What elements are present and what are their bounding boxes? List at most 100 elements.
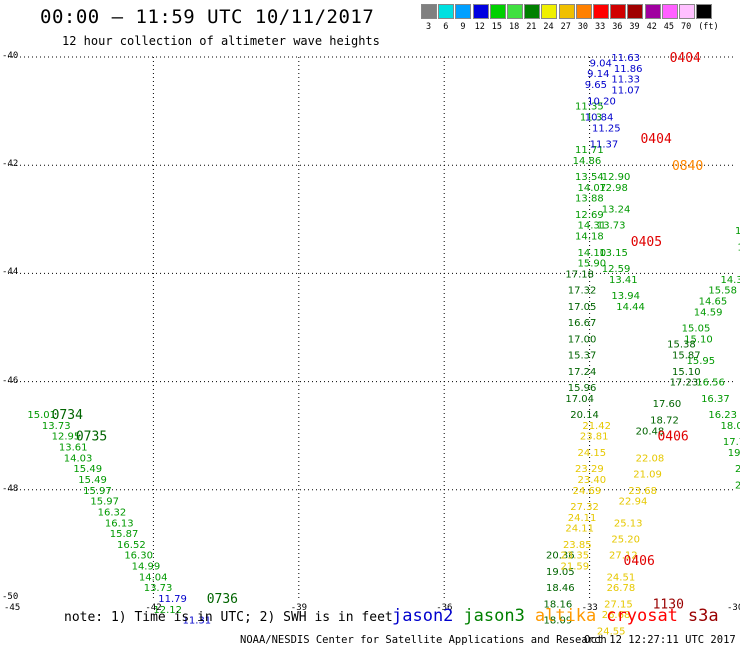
pass-time-label: 0406: [624, 554, 655, 569]
swh-value-label: 18.46: [546, 583, 575, 594]
swh-color-swatch: [696, 4, 713, 19]
swh-value-label: 12.98: [599, 183, 628, 194]
pass-time-label: 0735: [76, 430, 107, 445]
swh-value-label: 24.51: [607, 572, 636, 583]
swh-value-label: 26.78: [607, 583, 636, 594]
swh-value-label: 13.94: [611, 291, 640, 302]
swh-value-label: 18.09: [544, 616, 573, 627]
swh-legend-label: 6: [443, 22, 449, 32]
swh-value-label: 14.86: [573, 156, 602, 167]
swh-legend-label: 9: [460, 22, 466, 32]
swh-legend-label: (ft): [698, 22, 719, 32]
swh-value-label: 10.84: [585, 113, 614, 124]
pass-time-label: 0840: [672, 159, 703, 174]
lat-tick-label: -46: [2, 375, 19, 386]
swh-value-label: 9.65: [585, 80, 607, 91]
swh-value-label: 15.90: [577, 259, 606, 270]
swh-value-label: 27.32: [570, 502, 599, 513]
lat-tick-label: -44: [2, 267, 19, 278]
swh-value-label: 17.60: [653, 399, 682, 410]
swh-value-label: 11.33: [611, 75, 640, 86]
swh-color-swatch: [541, 4, 558, 19]
swh-value-label: 24.55: [597, 626, 626, 637]
swh-value-label: 17.23: [670, 378, 699, 389]
swh-legend-label: 24: [543, 22, 554, 32]
swh-value-label: 11.35: [575, 102, 604, 113]
swh-value-label: 15.0: [737, 242, 740, 253]
swh-value-label: 23.29: [575, 464, 604, 475]
satellite-legend: jason2 jason3 altika cryosat s3a: [392, 606, 729, 626]
swh-value-label: 25.20: [611, 534, 640, 545]
pass-time-label: 0734: [52, 408, 83, 423]
swh-value-label: 15.49: [78, 475, 107, 486]
swh-value-label: 26.68: [602, 610, 631, 621]
swh-color-swatch: [661, 4, 678, 19]
swh-value-label: 17.32: [568, 286, 597, 297]
swh-value-label: 15.0: [735, 226, 740, 237]
swh-value-label: 13.61: [59, 443, 88, 454]
swh-value-label: 9.04: [590, 58, 612, 69]
swh-color-swatch: [627, 4, 644, 19]
lon-tick-label: -36: [436, 603, 453, 613]
satellite-legend-item: cryosat: [606, 606, 678, 626]
swh-value-label: 14.31: [577, 221, 606, 232]
lon-tick-label: -42: [145, 603, 162, 613]
swh-value-label: 21: [735, 464, 740, 475]
lat-tick-label: -48: [2, 483, 19, 494]
swh-value-label: 11.71: [575, 145, 604, 156]
swh-legend-label: 36: [612, 22, 623, 32]
swh-value-label: 19.4: [728, 448, 740, 459]
pass-time-labels: 0734073507360404040408400405040604061130…: [52, 51, 740, 612]
footer-generated-time: Oct 12 12:27:11 UTC 2017: [584, 634, 736, 646]
swh-value-label: 13.24: [602, 204, 631, 215]
swh-color-swatch: [438, 4, 455, 19]
lat-tick-label: -42: [2, 159, 19, 170]
swh-color-swatch: [558, 4, 575, 19]
swh-value-label: 15.97: [90, 497, 119, 508]
swh-color-swatch: [489, 4, 506, 19]
swh-value-label: 17.18: [565, 269, 594, 280]
swh-color-swatch: [679, 4, 695, 19]
satellite-legend-item: jason2: [392, 606, 454, 626]
swh-color-swatch: [575, 4, 592, 19]
lat-tick-label: -40: [2, 51, 19, 61]
swh-value-label: 18.06: [720, 421, 740, 432]
swh-legend-label: 45: [663, 22, 675, 32]
swh-color-swatch: [455, 4, 472, 19]
chart-subtitle: 12 hour collection of altimeter wave hei…: [62, 34, 380, 48]
swh-value-label: 17.00: [568, 334, 597, 345]
pass-time-label: 1130: [653, 597, 684, 612]
swh-value-label: 27.15: [604, 599, 633, 610]
swh-value-label: 14.04: [139, 572, 168, 583]
swh-value-label: 15.96: [568, 383, 597, 394]
swh-value-label: 11.63: [611, 53, 640, 64]
swh-value-label: 17.72: [723, 437, 740, 448]
swh-color-swatch: [421, 4, 437, 19]
swh-value-label: 22.08: [636, 453, 665, 464]
swh-value-label: 23.68: [628, 486, 657, 497]
lon-tick-label: -39: [290, 603, 308, 613]
swh-value-label: 20.14: [570, 410, 599, 421]
swh-value-label: 20.36: [546, 551, 575, 562]
swh-color-swatch: [524, 4, 541, 19]
swh-legend-label: 15: [491, 22, 503, 32]
swh-value-label: 13.88: [575, 194, 604, 205]
lon-tick-label: -30: [727, 603, 740, 613]
swh-value-label: 11.25: [592, 123, 621, 134]
swh-value-label: 18.16: [544, 599, 573, 610]
footer-credit: NOAA/NESDIS Center for Satellite Applica…: [240, 634, 607, 646]
swh-value-label: 12.95: [52, 432, 81, 443]
swh-value-label: 27.12: [609, 551, 638, 562]
swh-value-label: 14.99: [132, 562, 161, 573]
swh-value-label: 15.87: [672, 351, 701, 362]
swh-value-label: 15.97: [83, 486, 112, 497]
swh-value-label: 16.56: [696, 378, 725, 389]
swh-value-label: 15.10: [672, 367, 701, 378]
swh-value-label: 15.95: [687, 356, 716, 367]
swh-value-label: 17.24: [568, 367, 597, 378]
swh-legend-label: 27: [560, 22, 571, 32]
swh-value-label: 14.59: [694, 307, 723, 318]
swh-value-label: 14.18: [575, 232, 604, 243]
